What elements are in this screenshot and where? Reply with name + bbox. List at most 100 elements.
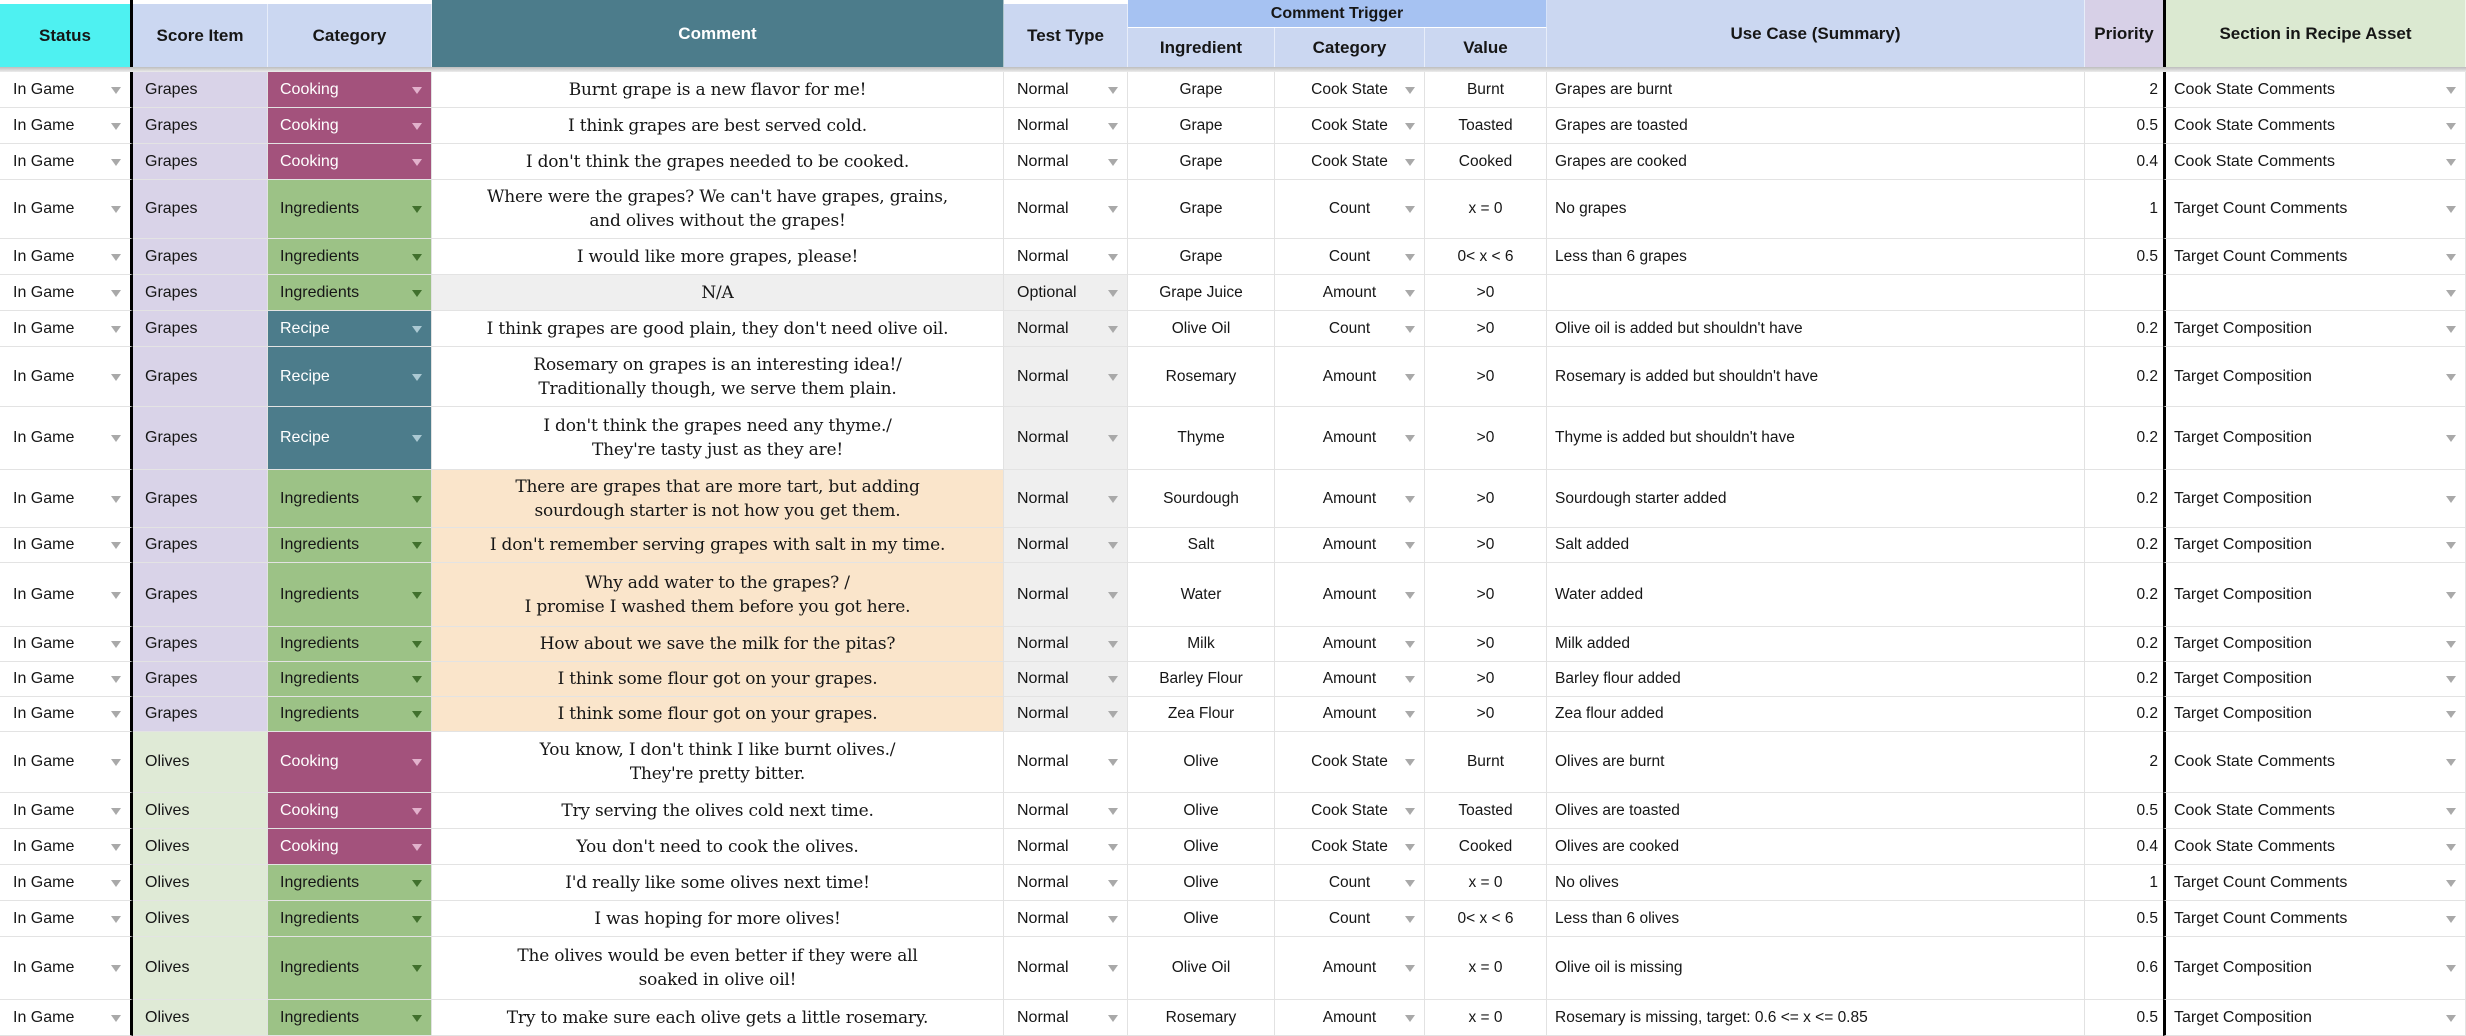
use-case-cell[interactable]: Rosemary is missing, target: 0.6 <= x <=… xyxy=(1547,1000,2085,1036)
dropdown-arrow-icon[interactable] xyxy=(111,641,121,648)
dropdown-arrow-icon[interactable] xyxy=(111,843,121,851)
category-cell[interactable]: Ingredients xyxy=(268,937,432,1000)
priority-cell[interactable]: 0.2 xyxy=(2085,528,2163,563)
dropdown-arrow-icon[interactable] xyxy=(1108,641,1118,648)
trigger-value-cell[interactable]: 0< x < 6 xyxy=(1425,239,1547,275)
dropdown-arrow-icon[interactable] xyxy=(412,373,422,381)
dropdown-arrow-icon[interactable] xyxy=(1108,676,1118,683)
dropdown-arrow-icon[interactable] xyxy=(1108,158,1118,166)
use-case-cell[interactable]: No grapes xyxy=(1547,180,2085,239)
comment-cell[interactable]: Try serving the olives cold next time. xyxy=(432,793,1004,829)
dropdown-arrow-icon[interactable] xyxy=(1405,759,1415,766)
score-item-cell[interactable]: Grapes xyxy=(133,72,268,108)
header-status[interactable]: Status xyxy=(0,4,133,67)
dropdown-arrow-icon[interactable] xyxy=(1405,325,1415,333)
score-item-cell[interactable]: Olives xyxy=(133,1000,268,1036)
trigger-value-cell[interactable]: >0 xyxy=(1425,407,1547,470)
dropdown-arrow-icon[interactable] xyxy=(111,122,121,130)
dropdown-arrow-icon[interactable] xyxy=(1108,373,1118,381)
score-item-cell[interactable]: Grapes xyxy=(133,470,268,528)
trigger-value-cell[interactable]: >0 xyxy=(1425,311,1547,347)
test-type-cell[interactable]: Normal xyxy=(1004,180,1128,239)
dropdown-arrow-icon[interactable] xyxy=(2446,641,2456,648)
use-case-cell[interactable]: Barley flour added xyxy=(1547,662,2085,697)
trigger-ingredient-cell[interactable]: Grape Juice xyxy=(1128,275,1275,311)
comment-cell[interactable]: I don't remember serving grapes with sal… xyxy=(432,528,1004,563)
priority-cell[interactable]: 1 xyxy=(2085,865,2163,901)
comment-cell[interactable]: I think some flour got on your grapes. xyxy=(432,662,1004,697)
score-item-cell[interactable]: Olives xyxy=(133,937,268,1000)
trigger-value-cell[interactable]: x = 0 xyxy=(1425,1000,1547,1036)
trigger-category-cell[interactable]: Amount xyxy=(1275,1000,1425,1036)
priority-cell[interactable]: 0.2 xyxy=(2085,470,2163,528)
header-test-type[interactable]: Test Type xyxy=(1004,4,1128,67)
score-item-cell[interactable]: Olives xyxy=(133,829,268,865)
dropdown-arrow-icon[interactable] xyxy=(412,253,422,261)
use-case-cell[interactable]: Olives are toasted xyxy=(1547,793,2085,829)
category-cell[interactable]: Cooking xyxy=(268,144,432,180)
trigger-ingredient-cell[interactable]: Rosemary xyxy=(1128,347,1275,407)
dropdown-arrow-icon[interactable] xyxy=(412,289,422,297)
trigger-value-cell[interactable]: >0 xyxy=(1425,662,1547,697)
trigger-ingredient-cell[interactable]: Olive xyxy=(1128,829,1275,865)
use-case-cell[interactable]: Grapes are cooked xyxy=(1547,144,2085,180)
dropdown-arrow-icon[interactable] xyxy=(1405,915,1415,923)
trigger-value-cell[interactable]: Toasted xyxy=(1425,108,1547,144)
comment-cell[interactable]: I would like more grapes, please! xyxy=(432,239,1004,275)
trigger-category-cell[interactable]: Amount xyxy=(1275,937,1425,1000)
comment-cell[interactable]: N/A xyxy=(432,275,1004,311)
dropdown-arrow-icon[interactable] xyxy=(1108,591,1118,599)
dropdown-arrow-icon[interactable] xyxy=(412,206,422,213)
status-cell[interactable]: In Game xyxy=(0,627,133,662)
priority-cell[interactable]: 1 xyxy=(2085,180,2163,239)
section-cell[interactable]: Target Count Comments xyxy=(2163,865,2466,901)
test-type-cell[interactable]: Normal xyxy=(1004,347,1128,407)
trigger-category-cell[interactable]: Cook State xyxy=(1275,829,1425,865)
trigger-category-cell[interactable]: Count xyxy=(1275,865,1425,901)
trigger-value-cell[interactable]: >0 xyxy=(1425,563,1547,627)
dropdown-arrow-icon[interactable] xyxy=(412,711,422,718)
test-type-cell[interactable]: Normal xyxy=(1004,697,1128,732)
use-case-cell[interactable]: Olive oil is added but shouldn't have xyxy=(1547,311,2085,347)
comment-cell[interactable]: How about we save the milk for the pitas… xyxy=(432,627,1004,662)
trigger-value-cell[interactable]: >0 xyxy=(1425,347,1547,407)
section-cell[interactable]: Target Composition xyxy=(2163,1000,2466,1036)
section-cell[interactable]: Cook State Comments xyxy=(2163,732,2466,793)
trigger-category-cell[interactable]: Amount xyxy=(1275,275,1425,311)
trigger-ingredient-cell[interactable]: Rosemary xyxy=(1128,1000,1275,1036)
status-cell[interactable]: In Game xyxy=(0,239,133,275)
trigger-ingredient-cell[interactable]: Grape xyxy=(1128,108,1275,144)
test-type-cell[interactable]: Normal xyxy=(1004,901,1128,937)
score-item-cell[interactable]: Grapes xyxy=(133,662,268,697)
score-item-cell[interactable]: Olives xyxy=(133,901,268,937)
use-case-cell[interactable] xyxy=(1547,275,2085,311)
comment-cell[interactable]: I was hoping for more olives! xyxy=(432,901,1004,937)
use-case-cell[interactable]: Olives are cooked xyxy=(1547,829,2085,865)
dropdown-arrow-icon[interactable] xyxy=(412,542,422,549)
dropdown-arrow-icon[interactable] xyxy=(412,325,422,333)
test-type-cell[interactable]: Optional xyxy=(1004,275,1128,311)
dropdown-arrow-icon[interactable] xyxy=(1108,495,1118,503)
priority-cell[interactable] xyxy=(2085,275,2163,311)
dropdown-arrow-icon[interactable] xyxy=(412,495,422,503)
trigger-ingredient-cell[interactable]: Olive Oil xyxy=(1128,311,1275,347)
dropdown-arrow-icon[interactable] xyxy=(111,807,121,815)
trigger-category-cell[interactable]: Count xyxy=(1275,311,1425,347)
trigger-category-cell[interactable]: Count xyxy=(1275,901,1425,937)
priority-cell[interactable]: 0.5 xyxy=(2085,793,2163,829)
trigger-value-cell[interactable]: >0 xyxy=(1425,697,1547,732)
category-cell[interactable]: Recipe xyxy=(268,407,432,470)
dropdown-arrow-icon[interactable] xyxy=(412,158,422,166)
test-type-cell[interactable]: Normal xyxy=(1004,470,1128,528)
section-cell[interactable]: Cook State Comments xyxy=(2163,144,2466,180)
dropdown-arrow-icon[interactable] xyxy=(111,373,121,381)
dropdown-arrow-icon[interactable] xyxy=(111,158,121,166)
comment-cell[interactable]: Burnt grape is a new flavor for me! xyxy=(432,72,1004,108)
dropdown-arrow-icon[interactable] xyxy=(412,879,422,887)
dropdown-arrow-icon[interactable] xyxy=(2446,86,2456,94)
use-case-cell[interactable]: Zea flour added xyxy=(1547,697,2085,732)
dropdown-arrow-icon[interactable] xyxy=(2446,965,2456,972)
dropdown-arrow-icon[interactable] xyxy=(412,843,422,851)
trigger-ingredient-cell[interactable]: Salt xyxy=(1128,528,1275,563)
comment-cell[interactable]: I think some flour got on your grapes. xyxy=(432,697,1004,732)
